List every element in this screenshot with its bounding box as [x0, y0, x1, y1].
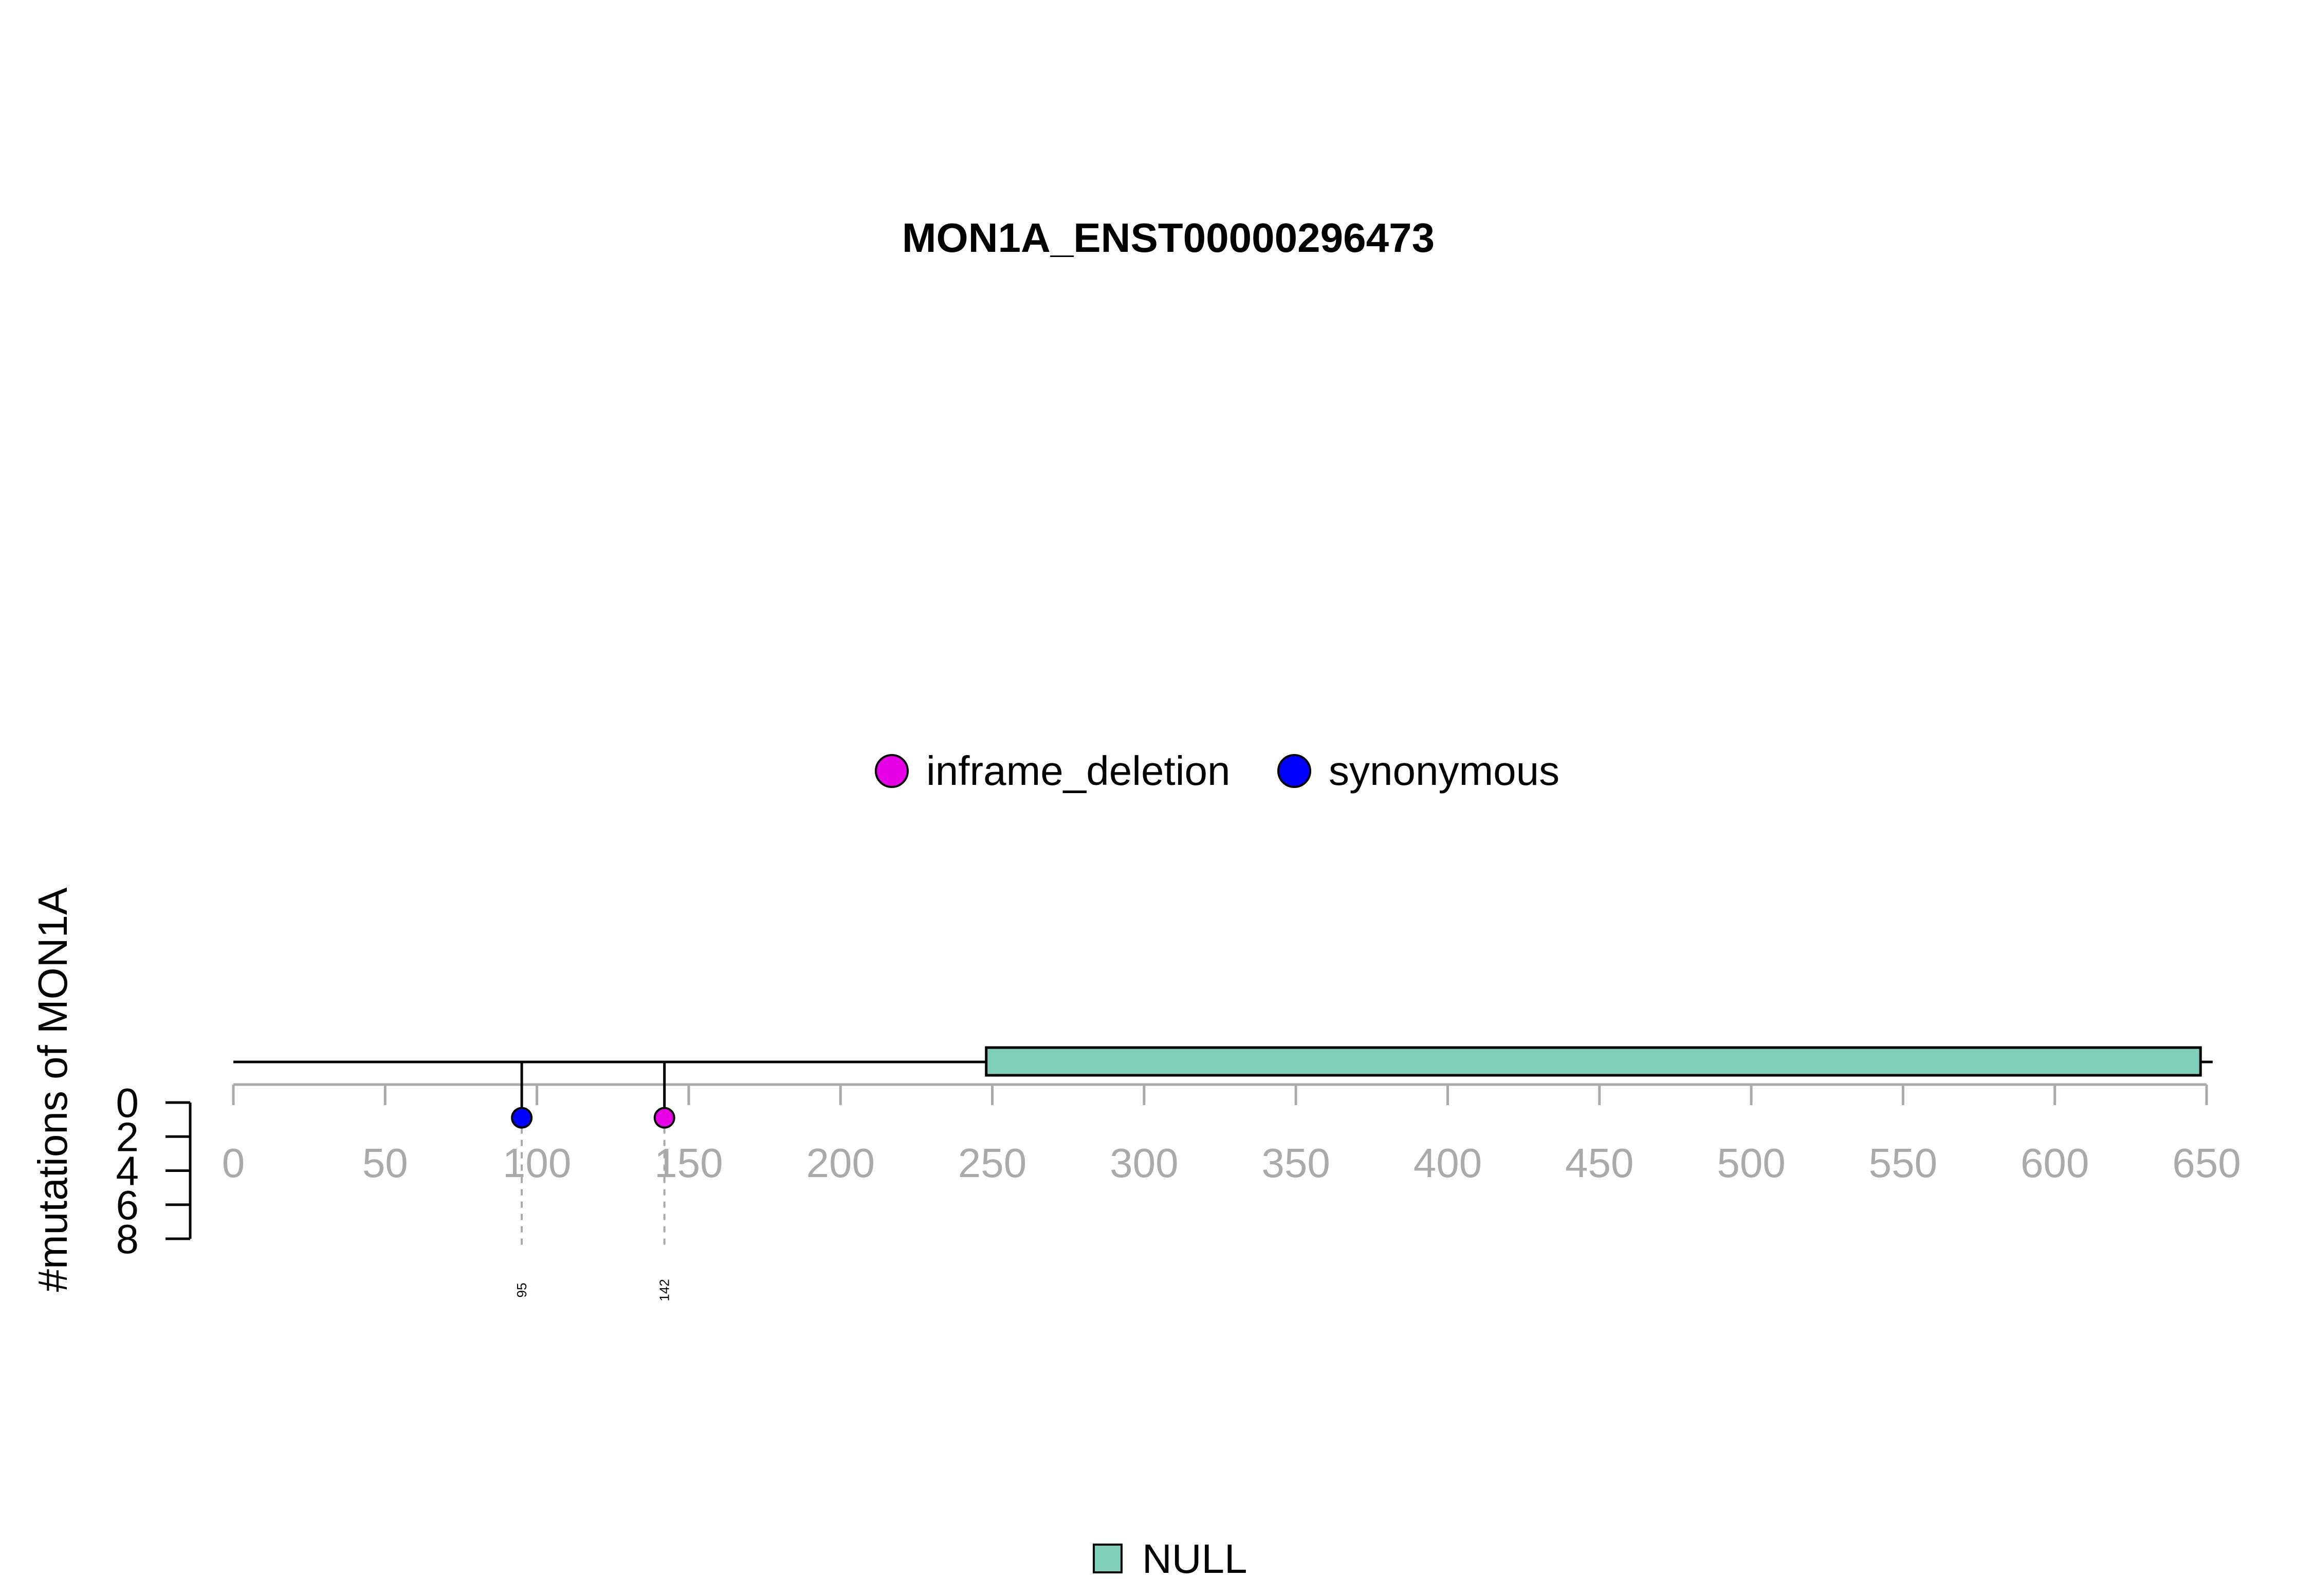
- y-tick-label-6: 6: [116, 1182, 139, 1228]
- domain-layer: [985, 1046, 2202, 1077]
- domain-legend: NULL: [1093, 1536, 1247, 1582]
- x-tick-label-300: 300: [1110, 1140, 1178, 1186]
- x-tick-label-650: 650: [2172, 1140, 2241, 1186]
- x-tick-label-0: 0: [222, 1140, 245, 1186]
- y-tick-label-4: 4: [116, 1148, 139, 1194]
- legend-swatch-inframe-deletion: [875, 754, 909, 788]
- legend-label-inframe-deletion: inframe_deletion: [926, 748, 1230, 794]
- y-tick-label-2: 2: [116, 1114, 139, 1160]
- mutation-head-142: [653, 1107, 675, 1129]
- y-axis-label: #mutations of MON1A: [30, 887, 76, 1292]
- x-tick-label-600: 600: [2021, 1140, 2089, 1186]
- x-tick-label-150: 150: [654, 1140, 723, 1186]
- mutation-layer: 95 142: [511, 1062, 675, 1301]
- legend-swatch-synonymous: [1277, 754, 1311, 788]
- x-tick-label-550: 550: [1869, 1140, 1937, 1186]
- mutation-head-95: [511, 1107, 533, 1129]
- y-tick-label-8: 8: [116, 1216, 139, 1262]
- x-tick-label-100: 100: [503, 1140, 571, 1186]
- mutation-type-legend: inframe_deletion synonymous: [875, 748, 1559, 794]
- x-tick-label-250: 250: [958, 1140, 1026, 1186]
- x-tick-label-200: 200: [806, 1140, 874, 1186]
- x-tick-label-400: 400: [1414, 1140, 1482, 1186]
- mutation-label-95: 95: [514, 1283, 529, 1298]
- mutation-label-142: 142: [657, 1279, 672, 1301]
- x-tick-label-450: 450: [1565, 1140, 1633, 1186]
- x-tick-label-350: 350: [1261, 1140, 1330, 1186]
- legend-label-null: NULL: [1142, 1536, 1247, 1582]
- legend-swatch-null: [1093, 1544, 1123, 1573]
- y-tick-label-0: 0: [116, 1080, 139, 1126]
- domain-null-0: [985, 1046, 2202, 1077]
- x-tick-label-50: 50: [362, 1140, 408, 1186]
- x-tick-label-500: 500: [1717, 1140, 1785, 1186]
- chart-title: MON1A_ENST00000296473: [902, 215, 1435, 261]
- legend-label-synonymous: synonymous: [1329, 748, 1559, 794]
- x-axis: 0 50 100 150 200 250 300 350 400 450 500 550 600 650: [222, 1083, 2241, 1186]
